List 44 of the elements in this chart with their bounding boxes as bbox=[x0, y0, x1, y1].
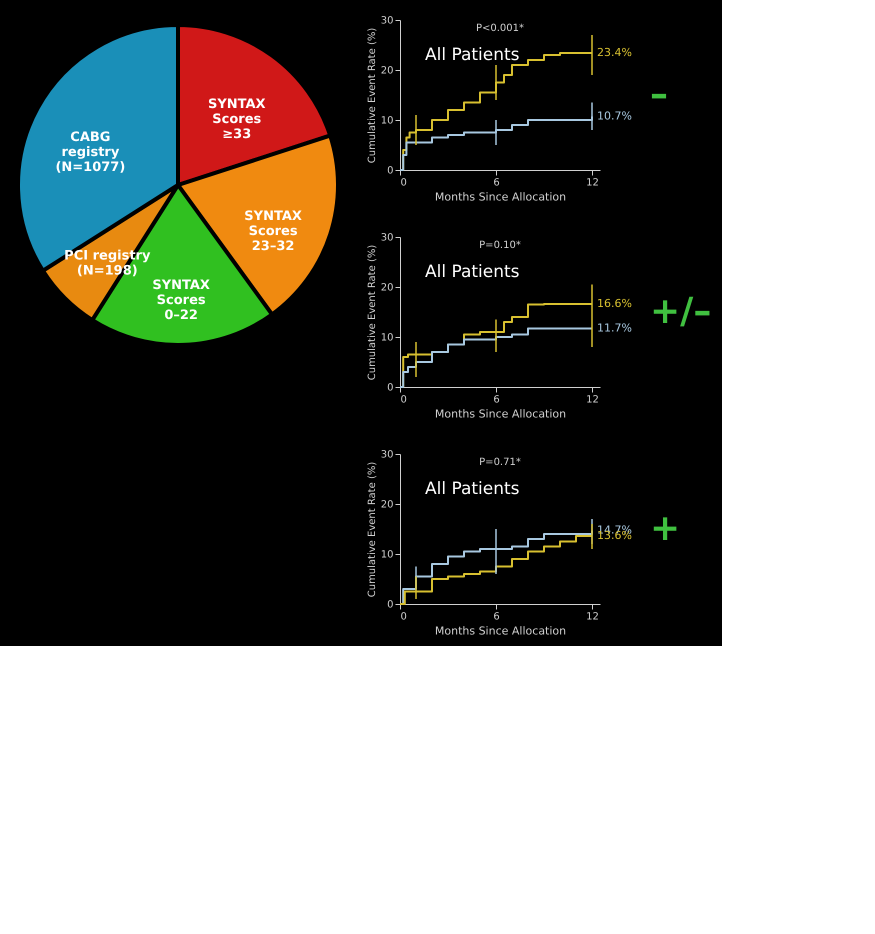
y-tick-label: 0 bbox=[387, 382, 394, 394]
annotation: P=0.10* bbox=[479, 240, 521, 251]
y-axis-title: Cumulative Event Rate (%) bbox=[366, 28, 378, 164]
y-axis-title: Cumulative Event Rate (%) bbox=[366, 462, 378, 598]
text: + bbox=[650, 508, 680, 549]
x-tick-label: 12 bbox=[586, 178, 599, 188]
data-label: 23.4% bbox=[597, 46, 632, 59]
annotation: P<0.001* bbox=[476, 23, 524, 34]
annotation: All Patients bbox=[425, 479, 520, 499]
annotation: P=0.71* bbox=[479, 457, 521, 468]
x-axis-title: Months Since Allocation bbox=[434, 190, 566, 204]
annotation: All Patients bbox=[425, 45, 520, 65]
x-tick-label: 0 bbox=[400, 394, 407, 406]
slice-label: CABG registry (N=1077) bbox=[55, 130, 126, 175]
y-tick-label: 0 bbox=[387, 600, 394, 610]
text: +/– bbox=[650, 291, 712, 332]
x-tick-label: 6 bbox=[493, 394, 500, 406]
y-tick-label: 10 bbox=[380, 116, 394, 126]
y-tick-label: 20 bbox=[380, 66, 394, 76]
x-tick-label: 12 bbox=[586, 612, 599, 622]
y-tick-label: 0 bbox=[387, 166, 394, 176]
y-tick-label: 30 bbox=[380, 232, 394, 244]
y-tick-label: 20 bbox=[380, 282, 394, 294]
slice-label: SYNTAX Scores 23–32 bbox=[244, 208, 302, 254]
x-axis-title: Months Since Allocation bbox=[434, 624, 566, 638]
y-tick-label: 10 bbox=[380, 332, 394, 344]
annotation: All Patients bbox=[425, 262, 520, 282]
slice-label: SYNTAX Scores 0–22 bbox=[152, 278, 210, 323]
slice-label: SYNTAX Scores ≥33 bbox=[208, 97, 266, 142]
x-tick-label: 12 bbox=[586, 394, 599, 406]
data-label: 11.7% bbox=[597, 322, 632, 334]
x-tick-label: 6 bbox=[493, 178, 500, 188]
x-tick-label: 6 bbox=[493, 612, 500, 622]
y-tick-label: 30 bbox=[380, 450, 394, 460]
y-tick-label: 30 bbox=[380, 16, 394, 26]
y-tick-label: 20 bbox=[380, 500, 394, 510]
text: – bbox=[650, 74, 668, 115]
x-tick-label: 0 bbox=[400, 612, 407, 622]
y-tick-label: 10 bbox=[380, 550, 394, 560]
x-tick-label: 0 bbox=[400, 178, 407, 188]
y-axis-title: Cumulative Event Rate (%) bbox=[366, 244, 378, 380]
data-label: 10.7% bbox=[597, 110, 632, 122]
x-axis-title: Months Since Allocation bbox=[434, 408, 566, 420]
data-label: 16.6% bbox=[597, 297, 632, 310]
